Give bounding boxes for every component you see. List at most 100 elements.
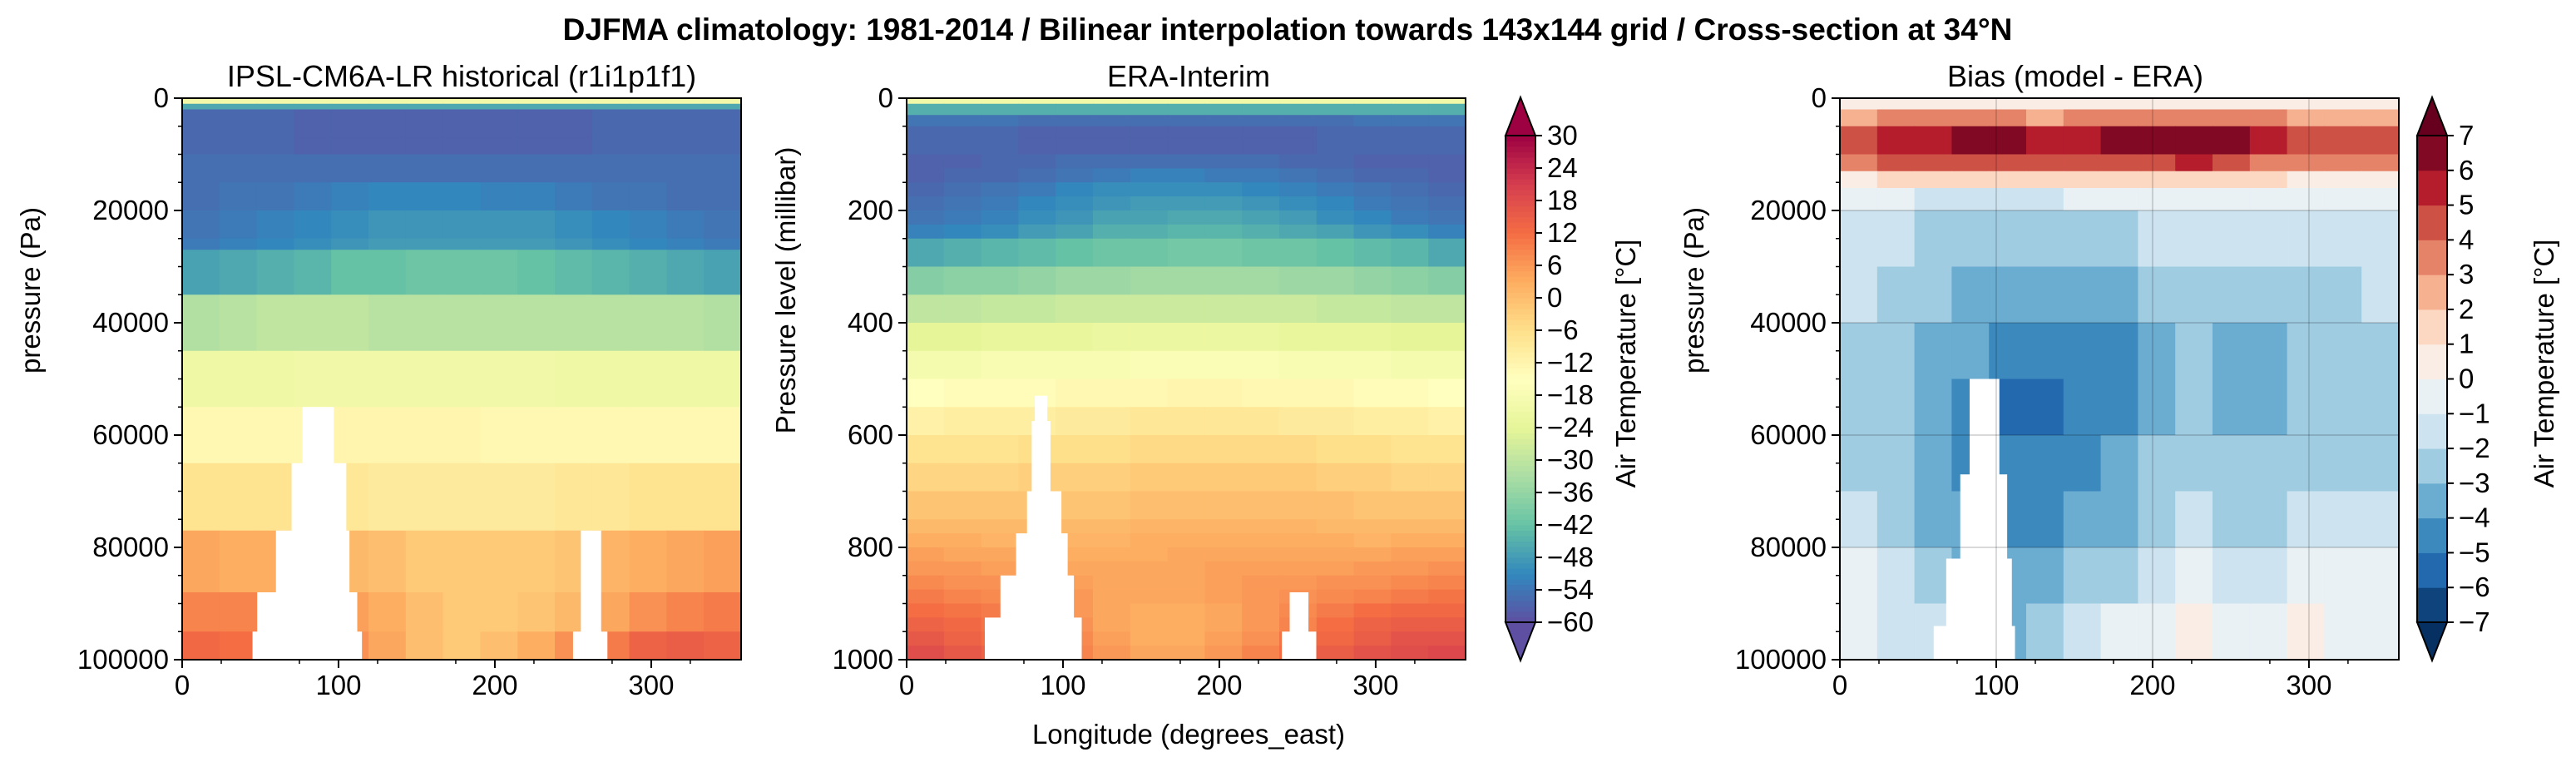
heatmap-cell [2063,154,2102,172]
heatmap-cell [182,407,220,464]
colorbar-extend-min [2415,621,2449,663]
heatmap-cell [2175,109,2213,127]
colorbar-segment [1506,492,1535,499]
heatmap-cell [555,250,593,295]
colorbar-tick-label: 2 [2459,294,2474,324]
heatmap-cell [443,98,481,105]
heatmap-cell [1428,547,1466,562]
heatmap-cell [219,592,258,632]
heatmap-cell [591,210,630,240]
heatmap-cell [1056,379,1094,408]
panel-reanalysis: ERA-Interim 0 100 200 300 02004006008001000… [770,59,1641,750]
heatmap-cell [1279,210,1318,225]
heatmap-cell [981,126,1019,138]
colorbar-segment [1506,449,1535,456]
heatmap-cell [1428,238,1466,268]
heatmap-cell [1353,323,1392,352]
heatmap-cell [555,210,593,240]
heatmap-cell [981,224,1019,240]
heatmap-cell [2213,491,2251,548]
heatmap-cell [1391,533,1429,548]
heatmap-cell [368,250,407,295]
heatmap-cell [294,210,332,240]
heatmap-cell [666,350,705,408]
heatmap-cell [1167,196,1205,211]
colorbar-segment [1506,346,1535,353]
heatmap-cell [1428,266,1466,295]
heatmap-cell [943,603,982,618]
heatmap-cell [368,103,407,111]
colorbar-segment [1506,525,1535,532]
heatmap-cell [517,154,556,183]
heatmap-cell [591,238,630,250]
heatmap-cell [331,109,369,138]
colorbar-segment [1506,384,1535,391]
colorbar-segment [1506,309,1535,315]
heatmap-cell [1353,210,1392,225]
heatmap-cell [1204,463,1243,492]
colorbar-tick-label: 12 [1547,217,1578,248]
heatmap-cell [1130,168,1169,183]
heatmap-cell [219,530,258,593]
heatmap-cell [2213,603,2251,661]
colorbar-segment [2417,517,2447,553]
missing-data-region [984,617,1082,661]
heatmap-cell [1204,350,1243,380]
heatmap-cell [1391,323,1429,352]
heatmap-cell [1951,126,1990,156]
heatmap-cell [1989,109,2027,127]
heatmap-cell [1130,617,1169,632]
colorbar-segment [1506,162,1535,169]
colorbar-label: Air Temperature [°C] [1610,240,1641,488]
heatmap-cell [1316,115,1355,127]
heatmap-cell [629,238,667,250]
heatmap-cell [1353,547,1392,562]
heatmap-cell [2100,171,2138,189]
heatmap-cell [704,103,742,111]
heatmap-cell [517,407,556,464]
heatmap-cell [2175,171,2213,189]
y-axis-ticks: 0 20000 40000 60000 80000 100000 [77,82,182,675]
heatmap-cell [1204,323,1243,352]
heatmap-cell [405,407,444,464]
heatmap-cell [907,196,945,211]
heatmap-cell [1316,519,1355,534]
heatmap-cell [1242,575,1280,591]
heatmap-cell [1242,98,1280,105]
heatmap-cell [1242,533,1280,548]
heatmap-cell [1876,171,1916,189]
colorbar-segment [1506,303,1535,309]
heatmap-cell [1242,589,1280,605]
y-axis-label: pressure (Pa) [15,207,46,374]
heatmap-cell [2138,435,2176,492]
heatmap-cell [943,210,982,225]
heatmap-cell [1056,224,1094,240]
heatmap-cell [182,210,220,240]
heatmap-cell [1391,238,1429,268]
heatmap-cell [1279,435,1318,464]
heatmap-cell [666,98,705,105]
colorbar-tick-label: 18 [1547,185,1578,215]
colorbar-segment [1506,606,1535,612]
heatmap-cell [591,103,630,111]
heatmap-cell [256,238,294,250]
heatmap-cell [1353,646,1392,661]
colorbar-segment [1506,265,1535,272]
heatmap-cell [943,491,982,520]
heatmap-cell [2361,266,2400,324]
heatmap-cell [907,294,945,324]
heatmap-cell [331,137,369,156]
heatmap-cell [1391,182,1429,197]
heatmap-cell [629,182,667,211]
heatmap-cell [294,154,332,183]
heatmap-cell [480,109,518,138]
heatmap-cell [1428,196,1466,211]
heatmap-cell [480,98,518,105]
heatmap-cell [1316,547,1355,562]
heatmap-cells [182,98,742,661]
y-tick-label: 200 [848,195,893,225]
heatmap-cell [1353,533,1392,548]
heatmap-cell [1840,266,1878,324]
heatmap-cell [331,238,369,250]
colorbar-tick-label: 0 [2459,364,2474,394]
